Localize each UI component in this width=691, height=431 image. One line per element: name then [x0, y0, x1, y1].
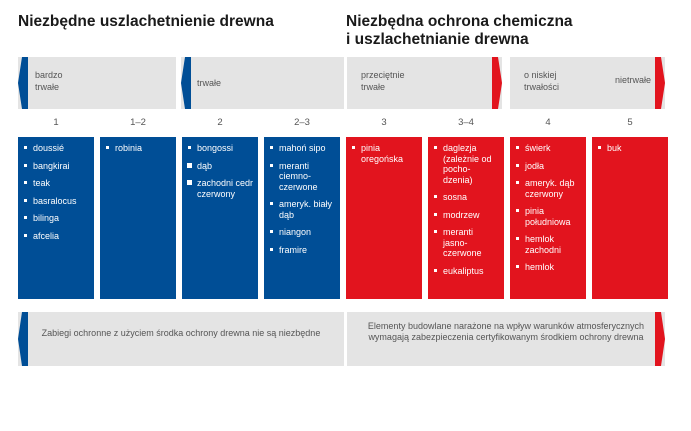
- heading-right-line1: Niezbędna ochrona chemiczna: [346, 13, 573, 30]
- wood-item: niangon: [270, 227, 336, 238]
- band-durable-label: trwałe: [197, 78, 222, 88]
- wood-item: hemlok zachodni: [516, 234, 582, 255]
- bottom-note-no-protection: Zabiegi ochronne z użyciem środka ochron…: [18, 312, 344, 366]
- band-nondurable-label: nietrwałe: [614, 75, 651, 85]
- band-label-line: trwałe: [361, 82, 386, 92]
- wood-item: basralocus: [24, 196, 90, 207]
- wood-item: meranti jasno-czerwone: [434, 227, 500, 259]
- class-number: 4: [545, 117, 551, 128]
- arrow-left-icon: [18, 57, 28, 109]
- wood-column-class-4: świerk jodła ameryk. dąb czerwony pinia …: [510, 137, 586, 299]
- class-number: 1: [53, 117, 59, 128]
- wood-column-class-1: doussié bangkirai teak basralocus biling…: [18, 137, 94, 299]
- wood-item: pinia południowa: [516, 206, 582, 227]
- wood-column-class-1-2: robinia: [100, 137, 176, 299]
- arrow-right-icon: [655, 312, 665, 366]
- wood-column-class-2: bongossi dąb zachodni cedr czerwony: [182, 137, 258, 299]
- band-label-line: trwałości: [524, 82, 560, 92]
- wood-column-class-3: pinia oregońska: [346, 137, 422, 299]
- band-label-line: przeciętnie: [361, 70, 405, 80]
- band-label-line: trwałe: [35, 82, 60, 92]
- wood-item: bilinga: [24, 213, 90, 224]
- wood-item: jodła: [516, 161, 582, 172]
- wood-item: meranti ciemno-czerwone: [270, 161, 336, 193]
- wood-item: teak: [24, 178, 90, 189]
- band-moderate: przeciętnie trwałe: [347, 57, 502, 109]
- wood-item: modrzew: [434, 210, 500, 221]
- band-very-durable-label: bardzo trwałe: [35, 69, 63, 93]
- band-label-line: bardzo: [35, 70, 63, 80]
- class-number: 3–4: [458, 117, 474, 128]
- wood-item: afcelia: [24, 231, 90, 242]
- band-low-label: o niskiej trwałości: [524, 69, 559, 93]
- wood-item: dąb: [187, 161, 254, 172]
- arrow-right-icon: [655, 57, 665, 109]
- wood-item: daglezja (zależnie od pocho-dzenia): [434, 143, 500, 185]
- band-label-line: o niskiej: [524, 70, 557, 80]
- heading-right-line2: i uszlachetnianie drewna: [346, 31, 529, 48]
- wood-item: sosna: [434, 192, 500, 203]
- band-very-durable: bardzo trwałe: [18, 57, 176, 109]
- wood-item: bongossi: [188, 143, 254, 154]
- wood-item: ameryk. biały dąb: [270, 199, 336, 220]
- wood-column-class-5: buk: [592, 137, 668, 299]
- wood-item: buk: [598, 143, 664, 154]
- band-low: o niskiej trwałości nietrwałe: [510, 57, 665, 109]
- bottom-note-right-text: Elementy budowlane narażone na wpływ war…: [367, 321, 645, 342]
- class-number: 2: [217, 117, 223, 128]
- class-number: 2–3: [294, 117, 310, 128]
- heading-right: Niezbędna ochrona chemiczna i uszlachetn…: [346, 13, 666, 49]
- arrow-left-icon: [181, 57, 191, 109]
- wood-item: doussié: [24, 143, 90, 154]
- class-number: 5: [627, 117, 633, 128]
- class-number: 3: [381, 117, 387, 128]
- arrow-left-icon: [18, 312, 28, 366]
- wood-column-class-2-3: mahoń sipo meranti ciemno-czerwone amery…: [264, 137, 340, 299]
- wood-item: eukaliptus: [434, 266, 500, 277]
- wood-item: świerk: [516, 143, 582, 154]
- wood-item: framire: [270, 245, 336, 256]
- wood-item: pinia oregońska: [352, 143, 418, 164]
- wood-item: bangkirai: [24, 161, 90, 172]
- wood-item: robinia: [106, 143, 172, 154]
- class-number: 1–2: [130, 117, 146, 128]
- wood-item: zachodni cedr czerwony: [187, 178, 254, 199]
- wood-item: mahoń sipo: [270, 143, 336, 154]
- wood-item: hemlok: [516, 262, 582, 273]
- band-moderate-label: przeciętnie trwałe: [361, 69, 405, 93]
- wood-column-class-3-4: daglezja (zależnie od pocho-dzenia) sosn…: [428, 137, 504, 299]
- bottom-note-left-text: Zabiegi ochronne z użyciem środka ochron…: [41, 328, 321, 338]
- wood-item: ameryk. dąb czerwony: [516, 178, 582, 199]
- heading-left: Niezbędne uszlachetnienie drewna: [18, 13, 274, 30]
- bottom-note-protection-required: Elementy budowlane narażone na wpływ war…: [347, 312, 665, 366]
- band-durable: trwałe: [181, 57, 344, 109]
- arrow-right-icon: [492, 57, 502, 109]
